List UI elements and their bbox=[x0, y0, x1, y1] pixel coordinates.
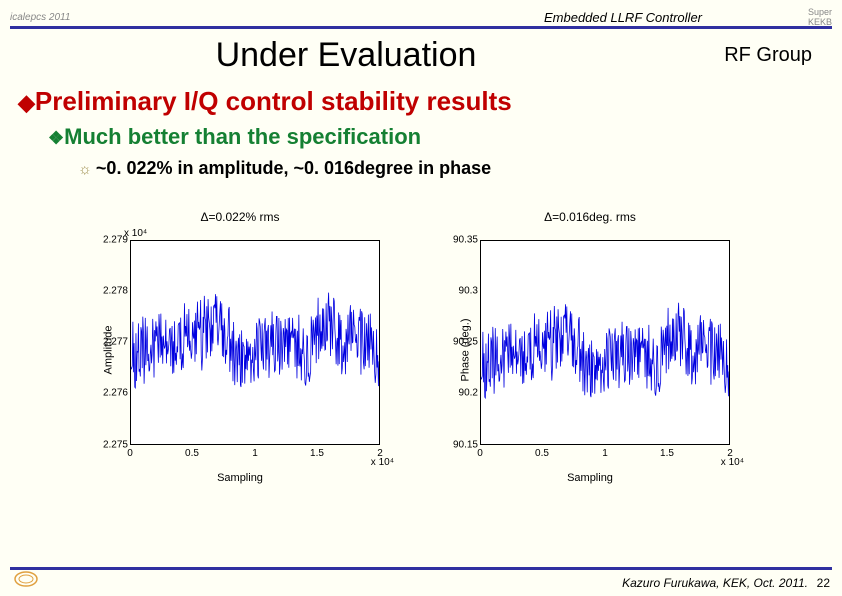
bullet-level2: ❖Much better than the specification bbox=[48, 124, 421, 150]
amplitude-trace bbox=[131, 241, 379, 444]
logo-right-l1: Super bbox=[808, 7, 832, 17]
amplitude-xlabel: Sampling bbox=[217, 472, 263, 484]
phase-xlabel: Sampling bbox=[567, 472, 613, 484]
diamond-outline-icon: ❖ bbox=[48, 128, 64, 148]
top-rule bbox=[10, 26, 832, 29]
sun-icon: ☼ bbox=[78, 161, 96, 178]
bullet-level1: ◆Preliminary I/Q control stability resul… bbox=[18, 86, 512, 117]
page-number: 22 bbox=[817, 576, 830, 590]
logo-left: icalepcs 2011 bbox=[10, 12, 70, 23]
phase-ylabel: Phase (deg.) bbox=[459, 319, 471, 382]
page-title: Under Evaluation bbox=[0, 36, 842, 75]
amplitude-ylabel: Amplitude bbox=[102, 326, 114, 375]
bottom-rule bbox=[10, 567, 832, 570]
amplitude-plot-area bbox=[130, 240, 380, 445]
amplitude-chart-title: Δ=0.022% rms bbox=[80, 210, 400, 224]
header-center-text: Embedded LLRF Controller bbox=[544, 10, 702, 25]
phase-plot-area bbox=[480, 240, 730, 445]
bullet3-text: ~0. 022% in amplitude, ~0. 016degree in … bbox=[96, 158, 491, 178]
diamond-icon: ◆ bbox=[18, 90, 35, 115]
phase-chart: Δ=0.016deg. rms x 10⁴ Phase (deg.) Sampl… bbox=[430, 210, 750, 490]
header: icalepcs 2011 Embedded LLRF Controller S… bbox=[0, 8, 842, 28]
charts-row: Δ=0.022% rms x 10⁴ x 10⁴ Amplitude Sampl… bbox=[80, 210, 750, 490]
phase-chart-title: Δ=0.016deg. rms bbox=[430, 210, 750, 224]
bullet2-text: Much better than the specification bbox=[64, 124, 421, 149]
rf-group-label: RF Group bbox=[724, 44, 812, 67]
footer-text: Kazuro Furukawa, KEK, Oct. 2011. bbox=[622, 576, 808, 590]
amplitude-chart: Δ=0.022% rms x 10⁴ x 10⁴ Amplitude Sampl… bbox=[80, 210, 400, 490]
phase-trace bbox=[481, 241, 729, 444]
bullet-level3: ☼ ~0. 022% in amplitude, ~0. 016degree i… bbox=[78, 158, 491, 179]
bullet1-text: Preliminary I/Q control stability result… bbox=[35, 86, 512, 116]
logo-right: Super KEKB bbox=[808, 8, 832, 28]
footer-logo-icon bbox=[14, 569, 38, 594]
